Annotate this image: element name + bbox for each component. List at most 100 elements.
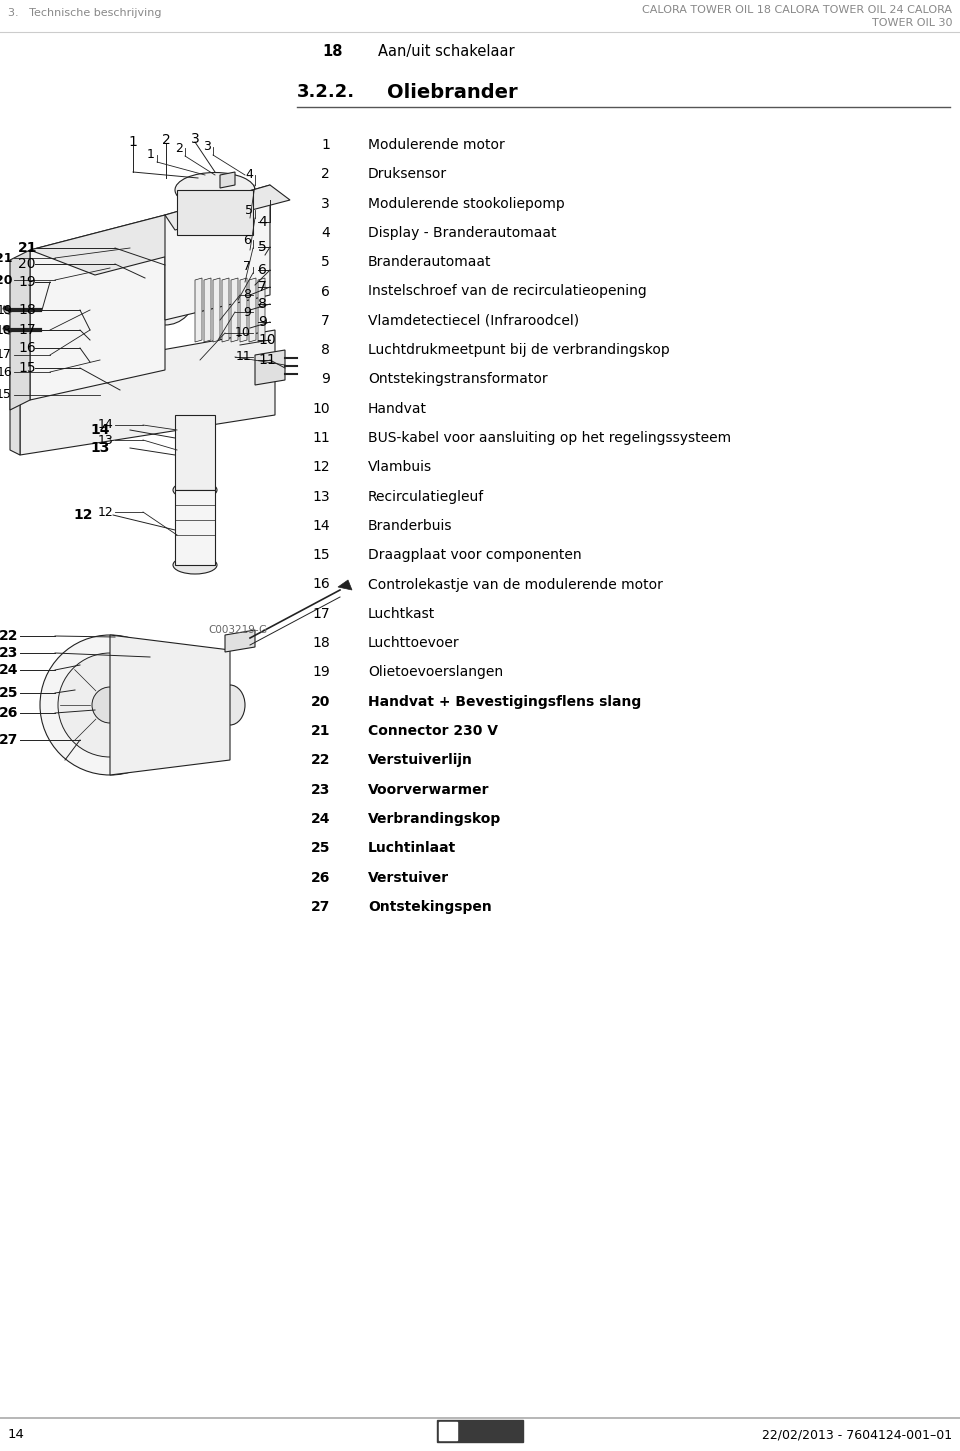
- Polygon shape: [255, 350, 285, 385]
- Text: 8: 8: [258, 297, 267, 311]
- Text: 13: 13: [312, 489, 330, 503]
- Text: 24: 24: [0, 663, 18, 678]
- Polygon shape: [20, 329, 275, 456]
- Polygon shape: [338, 580, 352, 591]
- Text: CALORA TOWER OIL 18 CALORA TOWER OIL 24 CALORA: CALORA TOWER OIL 18 CALORA TOWER OIL 24 …: [642, 4, 952, 15]
- Text: 22: 22: [0, 628, 18, 643]
- Text: 11: 11: [235, 351, 251, 364]
- Text: Oliebrander: Oliebrander: [387, 83, 517, 102]
- Ellipse shape: [215, 685, 245, 726]
- Text: 3: 3: [322, 196, 330, 210]
- Text: Verstuiverlijn: Verstuiverlijn: [368, 753, 473, 768]
- Text: 5: 5: [258, 239, 267, 254]
- Ellipse shape: [4, 306, 16, 313]
- Text: 1: 1: [147, 148, 155, 161]
- Text: 3: 3: [191, 132, 200, 147]
- Text: 18: 18: [312, 636, 330, 650]
- Text: Luchtdrukmeetpunt bij de verbrandingskop: Luchtdrukmeetpunt bij de verbrandingskop: [368, 342, 670, 357]
- Text: Olietoevoerslangen: Olietoevoerslangen: [368, 666, 503, 679]
- Polygon shape: [240, 279, 247, 342]
- Text: 20: 20: [0, 273, 12, 286]
- Text: Luchtkast: Luchtkast: [368, 607, 435, 621]
- Text: BUS-kabel voor aansluiting op het regelingssysteem: BUS-kabel voor aansluiting op het regeli…: [368, 431, 732, 445]
- Text: 2: 2: [175, 142, 183, 154]
- Text: Controlekastje van de modulerende motor: Controlekastje van de modulerende motor: [368, 577, 662, 592]
- Text: 14: 14: [312, 519, 330, 533]
- Text: Druksensor: Druksensor: [368, 167, 447, 181]
- Text: 3.   Technische beschrijving: 3. Technische beschrijving: [8, 9, 161, 17]
- Text: 17: 17: [18, 324, 36, 337]
- Polygon shape: [10, 250, 30, 411]
- Ellipse shape: [175, 408, 215, 422]
- Text: 25: 25: [0, 686, 18, 699]
- Text: 6: 6: [243, 234, 251, 247]
- Text: 21: 21: [0, 251, 12, 264]
- Polygon shape: [30, 215, 230, 276]
- Text: Connector 230 V: Connector 230 V: [368, 724, 498, 739]
- Text: 22: 22: [310, 753, 330, 768]
- Text: 15: 15: [18, 361, 36, 374]
- Text: Vlamdetectiecel (Infraroodcel): Vlamdetectiecel (Infraroodcel): [368, 313, 579, 328]
- Text: 15: 15: [0, 389, 12, 402]
- FancyBboxPatch shape: [437, 1421, 523, 1442]
- Text: 6: 6: [258, 263, 267, 277]
- Text: 4: 4: [322, 226, 330, 239]
- Text: Recirculatiegleuf: Recirculatiegleuf: [368, 489, 484, 503]
- Text: C003219-G: C003219-G: [208, 625, 267, 636]
- Text: 18: 18: [0, 324, 12, 337]
- Text: 14: 14: [8, 1428, 25, 1441]
- Ellipse shape: [177, 221, 253, 250]
- Text: 8: 8: [243, 289, 251, 302]
- Ellipse shape: [175, 483, 215, 498]
- Text: 12: 12: [97, 505, 113, 518]
- Text: 16: 16: [18, 341, 36, 355]
- Text: 26: 26: [0, 707, 18, 720]
- Circle shape: [135, 266, 195, 325]
- Text: 22/02/2013 - 7604124-001–01: 22/02/2013 - 7604124-001–01: [762, 1428, 952, 1441]
- Text: Modulerende motor: Modulerende motor: [368, 138, 505, 152]
- Circle shape: [92, 686, 128, 723]
- Text: Handvat: Handvat: [368, 402, 427, 415]
- Text: 20: 20: [18, 257, 36, 271]
- Circle shape: [40, 636, 180, 775]
- Text: 19: 19: [0, 303, 12, 316]
- Polygon shape: [213, 279, 220, 342]
- Text: 7: 7: [243, 261, 251, 273]
- Text: Branderbuis: Branderbuis: [368, 519, 452, 533]
- Text: Modulerende stookoliepomp: Modulerende stookoliepomp: [368, 196, 564, 210]
- Text: Ontstekingstransformator: Ontstekingstransformator: [368, 373, 547, 386]
- Text: Verstuiver: Verstuiver: [368, 871, 449, 885]
- FancyBboxPatch shape: [439, 1422, 457, 1439]
- Text: Verbrandingskop: Verbrandingskop: [368, 813, 501, 826]
- Polygon shape: [10, 370, 20, 456]
- Text: 7: 7: [258, 280, 267, 295]
- Ellipse shape: [4, 326, 16, 334]
- Text: 7: 7: [322, 313, 330, 328]
- Text: 25: 25: [310, 842, 330, 855]
- Text: 27: 27: [311, 900, 330, 914]
- Polygon shape: [110, 636, 230, 775]
- Text: 24: 24: [310, 813, 330, 826]
- Text: 10: 10: [235, 326, 251, 340]
- Text: 19: 19: [312, 666, 330, 679]
- Text: 16: 16: [0, 366, 12, 379]
- Text: 21: 21: [310, 724, 330, 739]
- Ellipse shape: [173, 480, 217, 499]
- Text: 14: 14: [90, 424, 110, 437]
- Text: 18: 18: [322, 44, 343, 59]
- Polygon shape: [225, 630, 255, 651]
- Polygon shape: [204, 279, 211, 342]
- Polygon shape: [249, 279, 256, 342]
- Text: 2: 2: [161, 133, 170, 147]
- Text: 12: 12: [74, 508, 93, 522]
- Text: 9: 9: [322, 373, 330, 386]
- Ellipse shape: [175, 173, 255, 207]
- Text: 18: 18: [18, 303, 36, 316]
- Text: 14: 14: [97, 418, 113, 431]
- Text: Luchtinlaat: Luchtinlaat: [368, 842, 456, 855]
- Polygon shape: [195, 279, 202, 342]
- Text: 4: 4: [258, 215, 267, 229]
- Text: 11: 11: [258, 353, 276, 367]
- Polygon shape: [222, 279, 229, 342]
- Polygon shape: [30, 215, 165, 400]
